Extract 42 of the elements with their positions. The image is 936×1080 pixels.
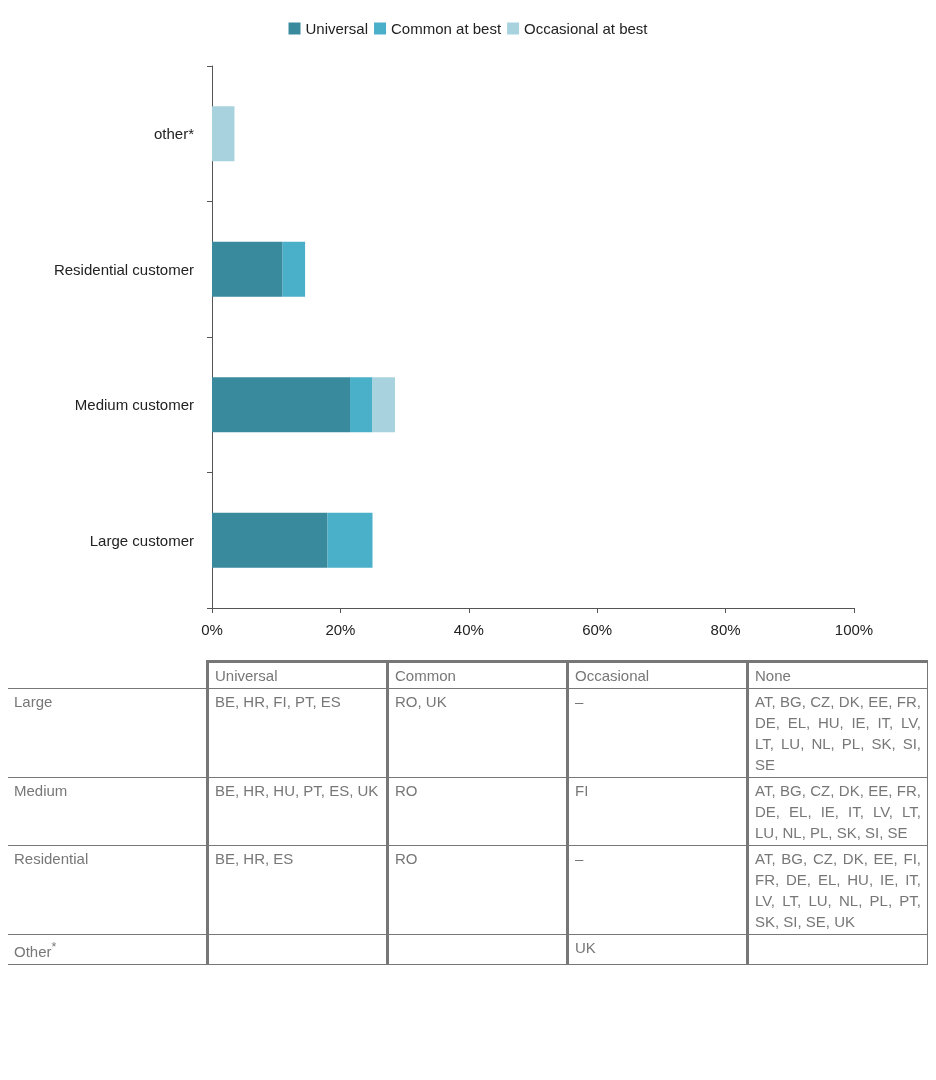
bar xyxy=(212,241,283,297)
category-label: Residential xyxy=(14,850,89,867)
legend-label: Occasional at best xyxy=(524,20,649,37)
text: AT, BG, CZ, DK, EE, FR, DE, EL, HU, IE, IT, LV, LT, LU, NL, PL, SK, SI, SE xyxy=(755,693,921,773)
category-label: Large xyxy=(14,693,53,710)
x-tick-label: 0% xyxy=(201,621,223,638)
y-tick-label: Medium customer xyxy=(74,396,194,414)
x-tick-label: 100% xyxy=(834,621,874,638)
text: AT, BG, CZ, DK, EE, FI, FR, DE, EL, HU, IE, IT, LV, LT, LU, NL, PL, PT, SK, SI, SE, UK xyxy=(755,850,921,930)
bar xyxy=(327,512,373,568)
category-label: Medium xyxy=(14,782,68,799)
text: RO, UK xyxy=(395,693,447,710)
category-label: Common xyxy=(387,661,568,689)
text: AT, BG, CZ, DK, EE, FR, DE, EL, IE, IT, LV, LT, LU, NL, PL, SK, SI, SE xyxy=(755,782,921,841)
y-tick-label: Large customer xyxy=(89,531,194,549)
text: RO xyxy=(395,850,418,867)
x-tick-label: 20% xyxy=(325,621,356,638)
x-tick-label: 60% xyxy=(582,621,613,638)
category-label: None xyxy=(747,661,928,689)
y-tick-label: Residential customer xyxy=(53,260,194,278)
category-label: Universal xyxy=(207,661,388,689)
text: FI xyxy=(575,782,589,799)
text: RO xyxy=(395,782,418,799)
bar xyxy=(372,377,395,433)
bar xyxy=(350,377,373,433)
category-label: Other$^{*}$ xyxy=(14,940,57,960)
bar xyxy=(212,377,351,433)
legend-label: Common at best xyxy=(391,20,502,37)
category-label: Occasional xyxy=(567,661,748,689)
legend-label: Universal xyxy=(305,20,369,37)
text: BE, HR, FI, PT, ES xyxy=(215,693,341,710)
bar xyxy=(282,241,306,297)
text: UK xyxy=(575,939,596,956)
bar xyxy=(212,106,235,162)
x-tick-label: 80% xyxy=(710,621,741,638)
bar xyxy=(212,512,328,568)
y-tick-label: other* xyxy=(153,125,195,143)
x-tick-label: 40% xyxy=(453,621,484,638)
text: – xyxy=(575,693,584,710)
text: – xyxy=(575,850,584,867)
text: BE, HR, HU, PT, ES, UK xyxy=(215,782,379,799)
text: BE, HR, ES xyxy=(215,850,294,867)
